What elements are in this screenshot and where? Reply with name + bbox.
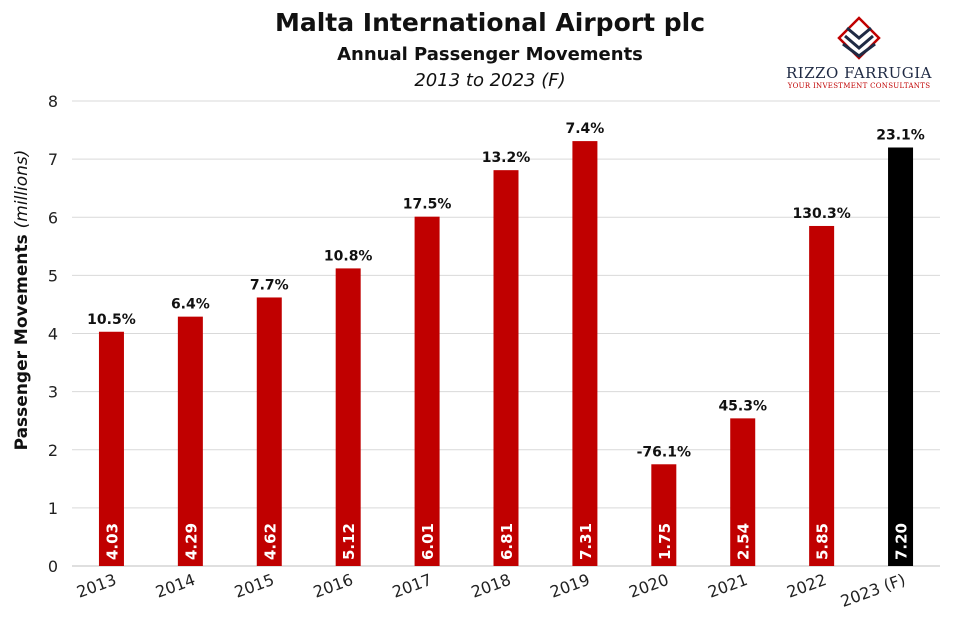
bar-value-label: 5.12 xyxy=(340,523,358,560)
growth-label: 17.5% xyxy=(403,197,452,213)
x-tick-label: 2013 xyxy=(74,570,119,602)
x-tick-label: 2020 xyxy=(626,570,671,602)
logo-emblem-icon xyxy=(837,16,881,60)
bar xyxy=(414,216,440,566)
chart-title: Malta International Airport plc xyxy=(274,8,706,37)
x-tick-label: 2016 xyxy=(311,570,356,602)
x-tick-label: 2015 xyxy=(232,570,277,602)
y-tick-label: 6 xyxy=(48,208,58,227)
bar xyxy=(98,331,124,566)
y-tick-label: 0 xyxy=(48,557,58,576)
y-tick-label: 4 xyxy=(48,325,58,344)
y-tick-label: 3 xyxy=(48,383,58,402)
x-tick-label: 2023 (F) xyxy=(838,570,908,611)
bar xyxy=(572,141,598,566)
growth-label: 45.3% xyxy=(718,398,767,414)
growth-label: 7.4% xyxy=(565,121,604,137)
chart-period: 2013 to 2023 (F) xyxy=(414,70,566,91)
logo-name: RIZZO FARRUGIA xyxy=(785,64,933,82)
growth-label: 6.4% xyxy=(171,297,210,313)
y-tick-label: 2 xyxy=(48,441,58,460)
bar-value-label: 4.03 xyxy=(103,523,121,560)
y-tick-label: 7 xyxy=(48,150,58,169)
bar xyxy=(730,418,756,566)
x-tick-label: 2017 xyxy=(390,570,435,602)
growth-label: 7.7% xyxy=(250,277,289,293)
growth-label: -76.1% xyxy=(637,444,691,460)
y-tick-label: 8 xyxy=(48,92,58,111)
bar-value-label: 7.31 xyxy=(577,523,595,560)
bar-value-label: 5.85 xyxy=(814,523,832,560)
rizzo-farrugia-logo: RIZZO FARRUGIA YOUR INVESTMENT CONSULTAN… xyxy=(784,14,934,94)
bar xyxy=(335,268,361,566)
logo-tagline: YOUR INVESTMENT CONSULTANTS xyxy=(787,82,931,90)
growth-label: 23.1% xyxy=(876,128,925,144)
growth-label: 13.2% xyxy=(482,150,531,166)
y-tick-label: 5 xyxy=(48,266,58,285)
bar xyxy=(177,316,203,566)
bar xyxy=(809,225,835,566)
bar-value-label: 7.20 xyxy=(893,523,911,560)
x-tick-label: 2022 xyxy=(784,570,829,602)
x-tick-label: 2021 xyxy=(705,570,750,602)
bar xyxy=(888,147,914,566)
bar xyxy=(651,464,677,566)
bar-value-label: 6.81 xyxy=(498,523,516,560)
y-tick-label: 1 xyxy=(48,499,58,518)
growth-label: 10.8% xyxy=(324,248,373,264)
bar xyxy=(256,297,282,566)
growth-label: 10.5% xyxy=(87,312,136,328)
x-tick-label: 2018 xyxy=(469,570,514,602)
x-tick-label: 2019 xyxy=(548,570,593,602)
bar-value-label: 2.54 xyxy=(735,523,753,560)
growth-label: 130.3% xyxy=(792,206,850,222)
bar-value-label: 6.01 xyxy=(419,523,437,560)
bar-value-label: 4.29 xyxy=(182,523,200,560)
bar-value-label: 1.75 xyxy=(656,523,674,560)
bar xyxy=(493,170,519,566)
bar-value-label: 4.62 xyxy=(261,523,279,560)
chart-subtitle: Annual Passenger Movements xyxy=(337,44,643,65)
x-tick-label: 2014 xyxy=(153,570,198,602)
